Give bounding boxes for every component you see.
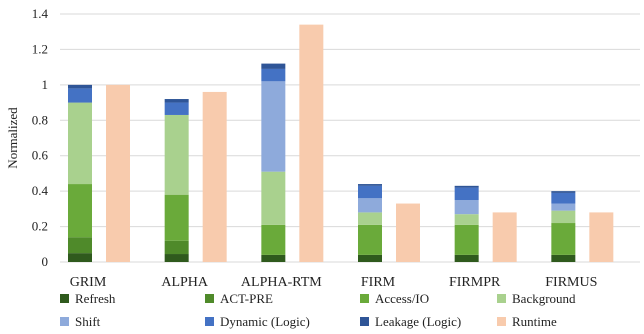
y-tick-label: 1 <box>42 77 49 92</box>
category-label: ALPHA <box>161 275 209 290</box>
bar-segment <box>261 81 286 172</box>
bar-segment <box>68 88 92 103</box>
bar-segment <box>261 68 286 82</box>
bar-segment <box>358 212 382 225</box>
category-label: ALPHA-RTM <box>241 275 322 290</box>
y-tick-label: 0 <box>42 254 49 269</box>
y-axis-ticks: 0 0.2 0.4 0.6 0.8 1 1.2 1.4 <box>32 6 49 269</box>
bar-segment <box>358 184 382 186</box>
legend-swatch <box>60 317 69 326</box>
bar-segment <box>261 224 286 255</box>
y-tick-label: 0.2 <box>32 219 48 234</box>
bar-segment <box>454 187 479 200</box>
y-tick-label: 1.4 <box>32 6 49 21</box>
y-axis-label: Normalized <box>5 107 20 169</box>
runtime-bar <box>106 84 130 262</box>
runtime-bar <box>396 203 420 262</box>
legend-label: Leakage (Logic) <box>375 314 461 329</box>
legend-label: Runtime <box>512 314 557 329</box>
legend-swatch <box>205 294 214 303</box>
legend-swatch <box>205 317 214 326</box>
legend-label: Access/IO <box>375 291 429 306</box>
bar-segment <box>551 223 576 255</box>
runtime-bar <box>492 212 517 262</box>
runtime-bar <box>202 91 227 262</box>
bar-segment <box>454 200 479 215</box>
bar-segment <box>551 191 576 193</box>
legend-label: Shift <box>75 314 101 329</box>
y-tick-label: 0.4 <box>32 183 49 198</box>
bar-segment <box>261 63 286 69</box>
bar-segment <box>164 99 189 103</box>
category-label: FIRMPR <box>449 275 501 290</box>
bar-segment <box>551 210 576 224</box>
bars <box>68 24 614 262</box>
bar-segment <box>358 185 382 199</box>
runtime-bar <box>589 212 614 262</box>
category-label: FIRMUS <box>545 275 597 290</box>
legend-label: Refresh <box>75 291 116 306</box>
bar-segment <box>164 194 189 241</box>
bar-segment <box>68 253 92 262</box>
gridlines <box>60 13 640 263</box>
y-tick-label: 1.2 <box>32 41 48 56</box>
bar-segment <box>358 254 382 262</box>
legend-swatch <box>497 294 506 303</box>
bar-segment <box>68 84 92 89</box>
bar-segment <box>551 254 576 262</box>
legend-label: Background <box>512 291 576 306</box>
bar-segment <box>358 198 382 213</box>
bar-segment <box>164 114 189 195</box>
legend: Refresh ACT-PRE Access/IO Background Shift Dy… <box>60 291 576 329</box>
legend-swatch <box>360 294 369 303</box>
runtime-bar <box>299 24 324 262</box>
bar-segment <box>551 192 576 204</box>
bar-segment <box>261 171 286 225</box>
legend-label: ACT-PRE <box>220 291 273 306</box>
bar-segment <box>68 102 92 185</box>
bar-segment <box>454 224 479 255</box>
bar-segment <box>164 102 189 115</box>
y-tick-label: 0.6 <box>32 148 49 163</box>
bar-segment <box>454 214 479 225</box>
legend-swatch <box>497 317 506 326</box>
category-label: FIRM <box>361 275 396 290</box>
legend-label: Dynamic (Logic) <box>220 314 310 329</box>
legend-swatch <box>60 294 69 303</box>
y-tick-label: 0.8 <box>32 112 48 127</box>
bar-segment <box>164 254 189 262</box>
bar-segment <box>454 254 479 262</box>
bar-segment <box>454 185 479 188</box>
bar-segment <box>358 224 382 255</box>
category-label: GRIM <box>70 275 107 290</box>
bar-segment <box>68 184 92 238</box>
category-labels: GRIM ALPHA ALPHA-RTM FIRM FIRMPR FIRMUS <box>70 275 598 290</box>
bar-segment <box>261 254 286 262</box>
bar-segment <box>68 237 92 254</box>
bar-segment <box>164 240 189 255</box>
bar-segment <box>551 203 576 211</box>
legend-swatch <box>360 317 369 326</box>
